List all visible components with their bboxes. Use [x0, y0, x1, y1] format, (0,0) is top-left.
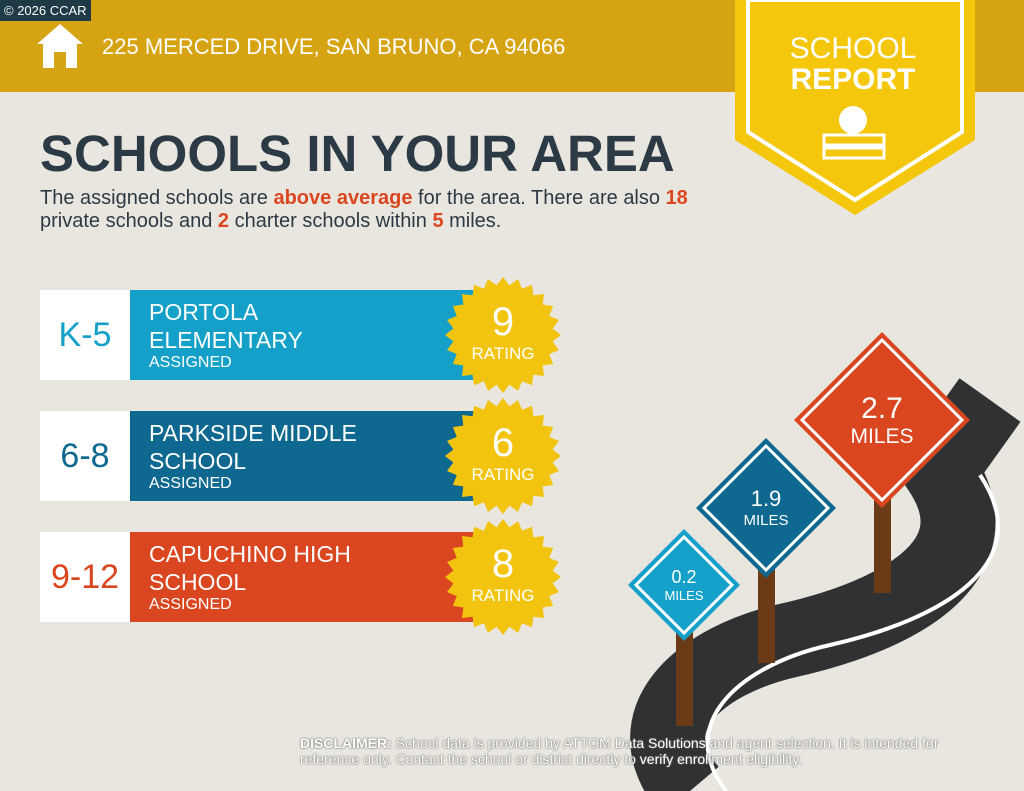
rating: 9 — [492, 300, 514, 344]
school-status: ASSIGNED — [149, 354, 232, 371]
sign — [696, 438, 836, 578]
school-band: PARKSIDE MIDDLE SCHOOL ASSIGNED — [130, 411, 480, 501]
summary-text: miles. — [443, 210, 502, 232]
summary-highlight: 5 — [432, 210, 444, 232]
distance: 2.7 — [861, 392, 903, 425]
book-icon — [822, 133, 886, 147]
rating-label: RATING — [472, 344, 535, 363]
address: 225 MERCED DRIVE, SAN BRUNO, CA 94066 — [102, 34, 566, 59]
sign-post — [874, 498, 891, 593]
school-status: ASSIGNED — [149, 475, 232, 492]
distance: 1.9 — [751, 486, 782, 511]
summary: The assigned schools are above average f… — [40, 187, 720, 233]
book-icon — [822, 146, 886, 160]
sign — [794, 332, 970, 508]
disclaimer-text: School data is provided by ATTOM Data So… — [300, 735, 939, 767]
summary-text: for the area. There are also — [412, 187, 666, 209]
summary-highlight: 2 — [217, 210, 230, 232]
school-name: CAPUCHINO HIGH SCHOOL — [149, 541, 351, 595]
summary-text: The assigned schools are — [40, 187, 274, 209]
summary-highlight: 18 — [665, 187, 688, 209]
summary-highlight: above average — [273, 187, 413, 209]
title: SCHOOLS IN YOUR AREA — [40, 125, 675, 182]
school-name: PARKSIDE MIDDLE SCHOOL — [149, 420, 357, 474]
sign — [628, 529, 740, 641]
road — [630, 378, 1021, 791]
road-line — [705, 473, 1001, 791]
distance-unit: MILES — [664, 588, 703, 603]
rating-label: RATING — [472, 465, 535, 484]
grade: 6-8 — [40, 411, 130, 501]
distance-unit: MILES — [850, 425, 913, 448]
school-name: PORTOLA ELEMENTARY — [149, 299, 303, 353]
rating: 8 — [492, 542, 514, 586]
disclaimer: DISCLAIMER: School data is provided by A… — [300, 735, 980, 767]
school-band: CAPUCHINO HIGH SCHOOL ASSIGNED — [130, 532, 480, 622]
grade: 9-12 — [40, 532, 130, 622]
home-icon — [37, 24, 83, 68]
copyright: © 2026 CCAR — [0, 0, 91, 21]
disclaimer-label: DISCLAIMER: — [300, 735, 392, 751]
rating-label: RATING — [472, 586, 535, 605]
apple-icon — [839, 106, 867, 134]
school-band: PORTOLA ELEMENTARY ASSIGNED — [130, 290, 480, 380]
summary-text: private schools and — [40, 210, 218, 232]
sign-border — [799, 337, 965, 503]
grade: K-5 — [40, 290, 130, 380]
rating: 6 — [492, 421, 514, 465]
summary-text: charter schools within — [229, 210, 433, 232]
sign-post — [676, 631, 693, 726]
badge-text: REPORT — [790, 63, 915, 96]
school-status: ASSIGNED — [149, 596, 232, 613]
starburst — [445, 398, 561, 514]
starburst — [445, 277, 561, 393]
sign-post — [758, 568, 775, 663]
sign-border — [633, 534, 735, 636]
sign-border — [701, 443, 831, 573]
distance: 0.2 — [671, 567, 696, 587]
starburst — [445, 519, 561, 635]
badge-outline — [746, 0, 964, 203]
badge-text: SCHOOL — [790, 32, 917, 65]
distance-unit: MILES — [743, 512, 788, 529]
